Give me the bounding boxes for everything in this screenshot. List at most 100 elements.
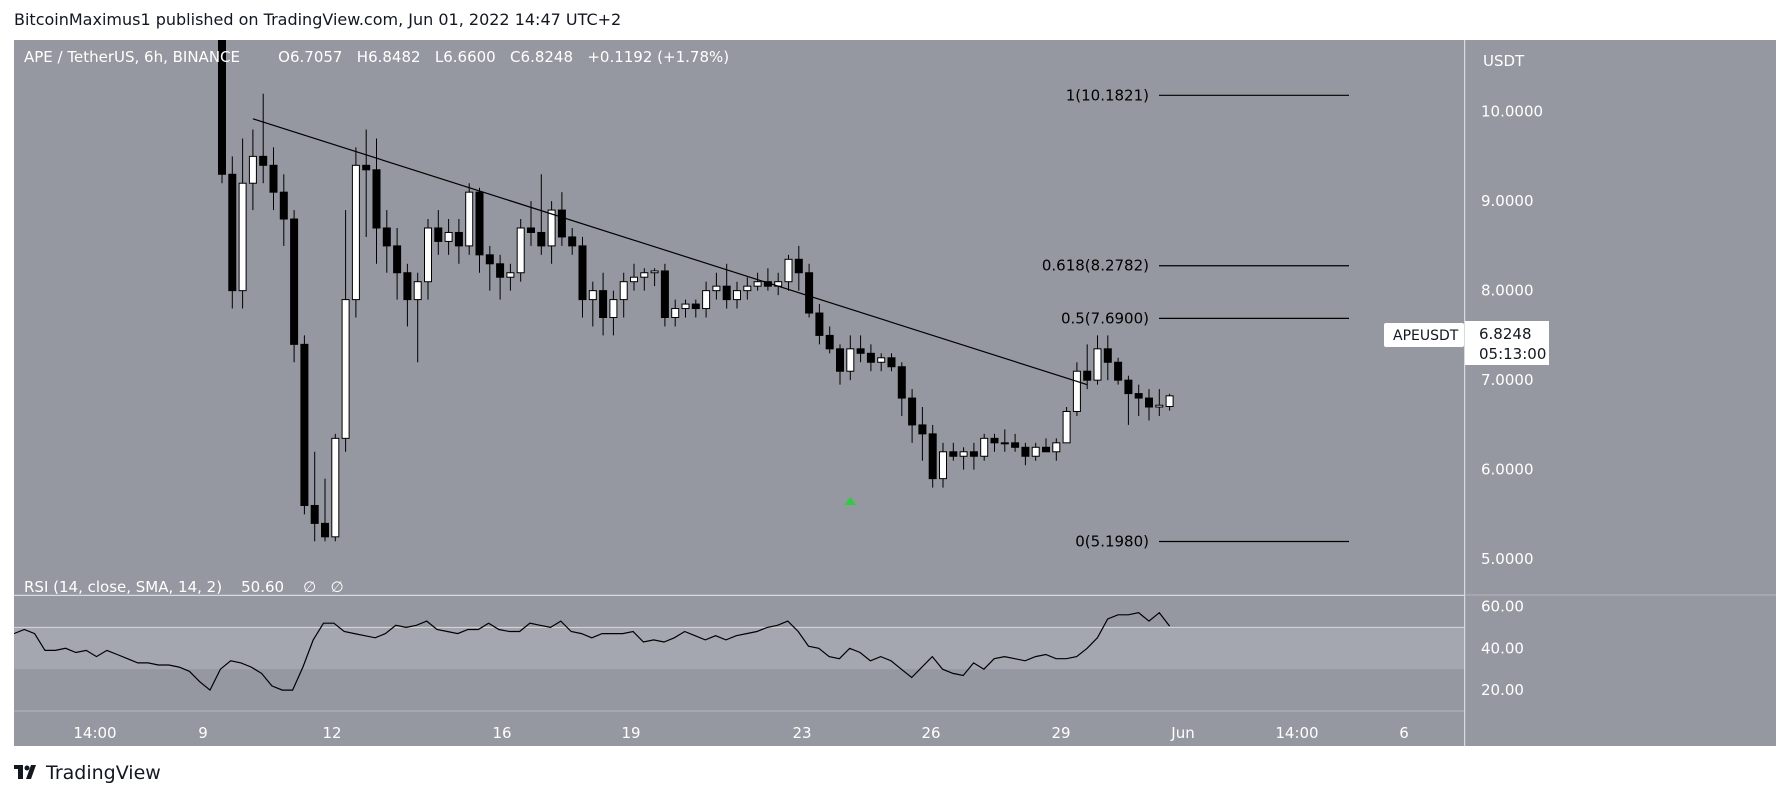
candle [866, 344, 875, 372]
price-axis[interactable] [1465, 40, 1776, 746]
candle-body [218, 40, 226, 175]
legend-close-label: C [510, 48, 521, 66]
candle [1031, 442, 1040, 461]
brand-name: TradingView [46, 762, 161, 784]
candle-body [866, 352, 875, 363]
candle [846, 335, 855, 381]
candle-body [753, 281, 762, 287]
tradingview-branding[interactable]: TradingView [14, 762, 161, 784]
candle [743, 277, 752, 300]
candle-body [722, 285, 731, 301]
candle [1052, 438, 1061, 461]
candle [671, 299, 680, 327]
candle-body [609, 299, 618, 318]
candle [1103, 335, 1112, 381]
rsi-axis-ticks: 60.00 40.00 20.00 [1481, 597, 1524, 699]
chart-frame[interactable]: USDT 1(10.1821) 0.618(8.2782) 0.5(7.6900) 0… [14, 40, 1776, 746]
rsi-legend-value: 50.60 [241, 578, 285, 596]
candle [403, 263, 412, 327]
candle [691, 299, 700, 318]
candle-body [248, 155, 257, 184]
candle [939, 442, 947, 488]
symbol-tag-box[interactable] [1384, 323, 1464, 347]
candle-body [310, 504, 319, 524]
candle-body [712, 285, 721, 292]
time-tick-label: 26 [921, 724, 940, 742]
fib-label: 0(5.1980) [1075, 532, 1149, 550]
candle [619, 272, 628, 318]
candle-body [413, 281, 422, 301]
time-tick-label: 12 [322, 724, 341, 742]
time-tick-label: 14:00 [1275, 724, 1318, 742]
legend-open: 6.7057 [289, 48, 343, 66]
candle-body [424, 227, 432, 283]
candle [537, 174, 546, 255]
time-axis[interactable] [14, 711, 1464, 746]
rsi-tick-label: 60.00 [1481, 597, 1524, 615]
candle-body [578, 245, 587, 301]
candle [928, 424, 937, 488]
green-up-arrow-marker [844, 497, 857, 506]
candle-body [279, 191, 288, 220]
candle-body [557, 209, 566, 238]
candle [1165, 393, 1174, 411]
candle-body [434, 227, 443, 242]
chart-svg[interactable]: USDT 1(10.1821) 0.618(8.2782) 0.5(7.6900) 0… [14, 40, 1776, 746]
candle-body [1000, 442, 1009, 445]
candle-body [1124, 379, 1133, 395]
candle [609, 290, 618, 336]
price-tick-label: 8.0000 [1481, 282, 1534, 300]
legend-close: 6.8248 [520, 48, 574, 66]
candle [465, 183, 474, 255]
candle-body [1011, 442, 1020, 448]
candle-body [372, 169, 381, 229]
published-by-text: BitcoinMaximus1 published on TradingView… [14, 10, 622, 29]
rsi-band [14, 627, 1464, 670]
candle [630, 263, 638, 291]
fibonacci-levels[interactable]: 1(10.1821) 0.618(8.2782) 0.5(7.6900) 0(5.19… [1042, 86, 1349, 550]
candle-body [619, 281, 628, 301]
price-tick-label: 10.0000 [1481, 103, 1543, 121]
time-tick-label: Jun [1170, 724, 1194, 742]
candle-body [1134, 393, 1143, 399]
candle-body [630, 276, 638, 283]
legend-low-label: L [434, 48, 444, 66]
candle [238, 138, 247, 309]
candle-body [990, 437, 999, 444]
price-tick-label: 5.0000 [1481, 550, 1534, 568]
candle-body [959, 451, 968, 457]
candle-body [238, 182, 247, 292]
candle [722, 263, 731, 309]
candle [733, 281, 741, 309]
candle [228, 156, 237, 309]
candle-body [681, 303, 690, 310]
candle [1021, 442, 1030, 466]
time-tick-label: 16 [492, 724, 511, 742]
candle [660, 263, 669, 327]
fib-label: 0.618(8.2782) [1042, 257, 1149, 275]
candle [949, 442, 958, 461]
candle-body [877, 357, 886, 363]
candle-body [588, 290, 597, 301]
candle-body [815, 312, 824, 336]
candle [599, 272, 608, 336]
candle-body [897, 366, 906, 399]
candle-body [1031, 446, 1040, 457]
candle [424, 219, 432, 300]
candle [300, 335, 309, 515]
candle-body [351, 164, 360, 301]
candle [784, 254, 793, 291]
legend-low: 6.6600 [443, 48, 496, 66]
candle [897, 362, 906, 416]
candle-body [485, 254, 494, 265]
candle [475, 187, 484, 273]
descending-trendline[interactable] [252, 118, 1088, 386]
candle [341, 210, 350, 452]
time-tick-label: 23 [792, 724, 811, 742]
price-pane[interactable] [14, 40, 1464, 595]
candle-body [1114, 361, 1123, 381]
candle-body [733, 290, 741, 301]
ohlc-legend: APE / TetherUS, 6h, BINANCE O6.7057 H6.8… [24, 48, 729, 66]
candle [351, 147, 360, 318]
candle-body [702, 290, 711, 310]
